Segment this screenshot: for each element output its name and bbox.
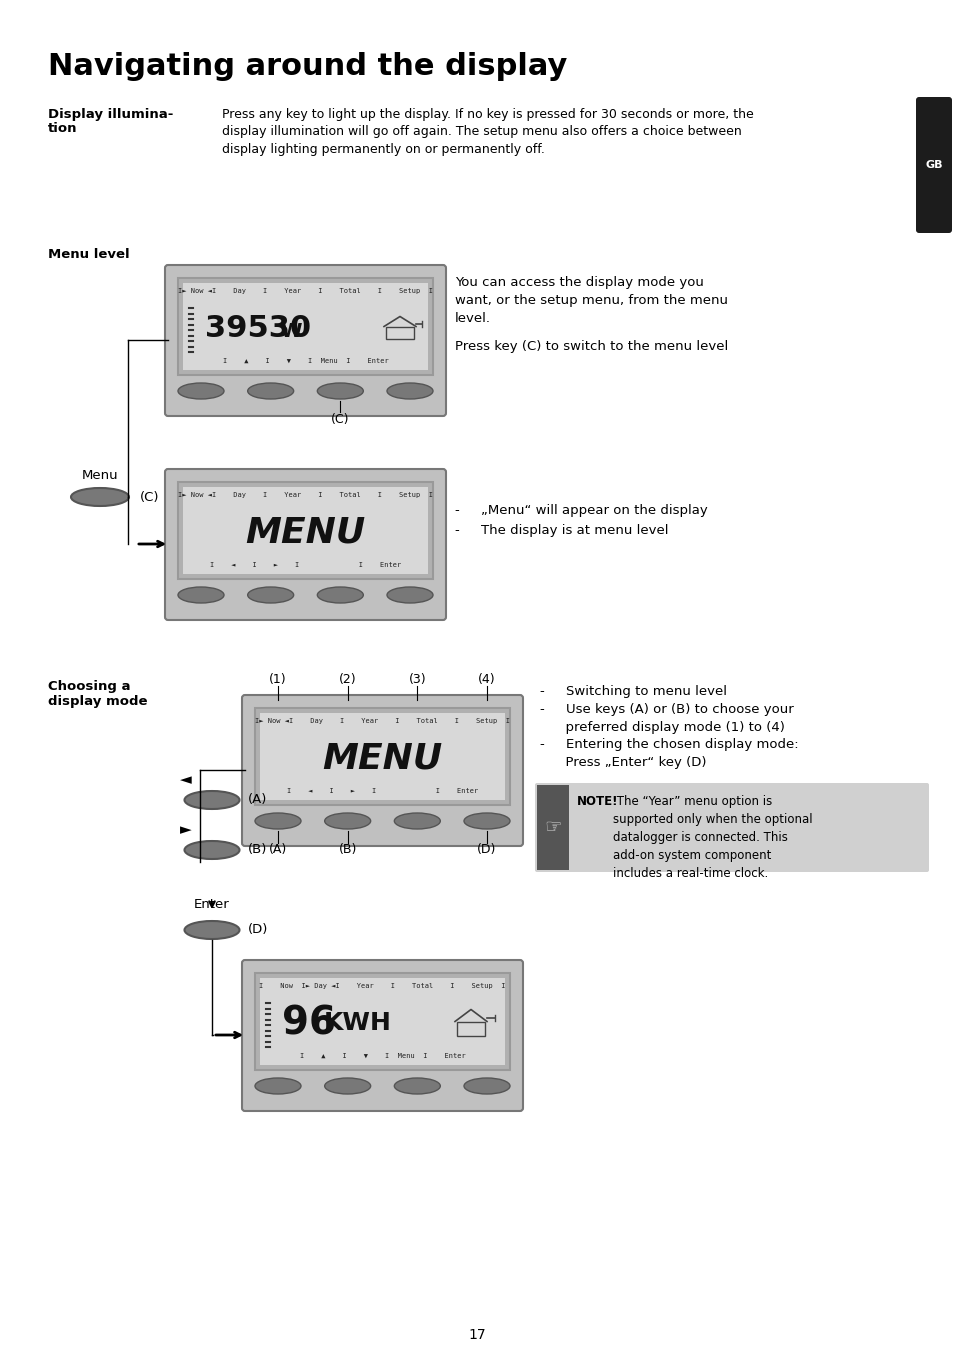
Bar — [386, 327, 414, 339]
Text: I► Now ◄I    Day    I    Year    I    Total    I    Setup  I: I► Now ◄I Day I Year I Total I Setup I — [178, 288, 433, 295]
Ellipse shape — [317, 382, 363, 399]
Text: I► Now ◄I    Day    I    Year    I    Total    I    Setup  I: I► Now ◄I Day I Year I Total I Setup I — [178, 492, 433, 499]
Ellipse shape — [324, 1078, 371, 1094]
Bar — [260, 713, 504, 800]
Bar — [254, 708, 510, 805]
Text: I    ▲    I    ▼    I  Menu  I    Enter: I ▲ I ▼ I Menu I Enter — [222, 358, 388, 363]
Text: MENU: MENU — [322, 742, 442, 775]
Ellipse shape — [178, 586, 224, 603]
Bar — [178, 278, 433, 376]
FancyBboxPatch shape — [165, 265, 446, 416]
Ellipse shape — [317, 586, 363, 603]
Text: (2): (2) — [338, 673, 356, 686]
Text: (B): (B) — [338, 843, 356, 857]
Text: I    ◄    I    ►    I              I    Enter: I ◄ I ► I I Enter — [210, 562, 400, 567]
Bar — [178, 482, 433, 580]
Text: Menu level: Menu level — [48, 249, 130, 261]
Bar — [537, 785, 568, 870]
Text: I► Now ◄I    Day    I    Year    I    Total    I    Setup  I: I► Now ◄I Day I Year I Total I Setup I — [254, 717, 510, 724]
Text: (D): (D) — [476, 843, 497, 857]
Text: display mode: display mode — [48, 694, 148, 708]
Text: NOTE!: NOTE! — [577, 794, 618, 808]
FancyBboxPatch shape — [535, 784, 928, 871]
Text: (A): (A) — [248, 793, 267, 807]
Ellipse shape — [387, 382, 433, 399]
Text: ☞: ☞ — [543, 817, 561, 838]
Text: You can access the display mode you
want, or the setup menu, from the menu
level: You can access the display mode you want… — [455, 276, 727, 326]
FancyBboxPatch shape — [915, 97, 951, 232]
Text: -     Entering the chosen display mode:
      Press „Enter“ key (D): - Entering the chosen display mode: Pres… — [539, 738, 798, 769]
Ellipse shape — [387, 586, 433, 603]
Text: I    ◄    I    ►    I              I    Enter: I ◄ I ► I I Enter — [287, 788, 477, 794]
Text: W: W — [280, 322, 301, 340]
FancyBboxPatch shape — [242, 694, 522, 846]
Text: I    Now  I► Day ◄I    Year    I    Total    I    Setup  I: I Now I► Day ◄I Year I Total I Setup I — [259, 984, 505, 989]
Text: (C): (C) — [331, 413, 349, 426]
Text: 96: 96 — [282, 1005, 335, 1043]
Ellipse shape — [248, 382, 294, 399]
Text: (A): (A) — [269, 843, 287, 857]
Text: -     Switching to menu level: - Switching to menu level — [539, 685, 726, 698]
Ellipse shape — [184, 842, 239, 859]
Ellipse shape — [184, 921, 239, 939]
Bar — [183, 282, 428, 370]
Text: Menu: Menu — [82, 469, 118, 482]
Ellipse shape — [463, 813, 510, 830]
Text: Press key (C) to switch to the menu level: Press key (C) to switch to the menu leve… — [455, 340, 727, 353]
Text: ►: ► — [180, 823, 192, 838]
Bar — [456, 1021, 484, 1035]
Text: Press any key to light up the display. If no key is pressed for 30 seconds or mo: Press any key to light up the display. I… — [222, 108, 753, 155]
Ellipse shape — [71, 488, 129, 507]
Ellipse shape — [184, 790, 239, 809]
Bar — [183, 486, 428, 574]
FancyBboxPatch shape — [165, 469, 446, 620]
Text: (D): (D) — [248, 924, 268, 936]
Text: (3): (3) — [408, 673, 426, 686]
Text: Display illumina-: Display illumina- — [48, 108, 173, 122]
Text: Enter: Enter — [193, 898, 230, 911]
Text: -     Use keys (A) or (B) to choose your
      preferred display mode (1) to (4): - Use keys (A) or (B) to choose your pre… — [539, 703, 793, 734]
Text: (1): (1) — [269, 673, 287, 686]
Ellipse shape — [254, 813, 301, 830]
Text: (4): (4) — [477, 673, 496, 686]
FancyBboxPatch shape — [242, 961, 522, 1111]
Text: GB: GB — [924, 159, 942, 170]
Ellipse shape — [254, 1078, 301, 1094]
Text: 39530: 39530 — [205, 313, 311, 343]
Bar — [254, 973, 510, 1070]
Ellipse shape — [178, 382, 224, 399]
Text: (C): (C) — [140, 490, 159, 504]
Text: I    ▲    I    ▼    I  Menu  I    Enter: I ▲ I ▼ I Menu I Enter — [299, 1052, 465, 1059]
Ellipse shape — [324, 813, 371, 830]
Text: tion: tion — [48, 122, 77, 135]
Text: Navigating around the display: Navigating around the display — [48, 51, 567, 81]
Ellipse shape — [463, 1078, 510, 1094]
Text: -     The display is at menu level: - The display is at menu level — [455, 524, 668, 536]
Text: MENU: MENU — [245, 516, 365, 550]
Text: (B): (B) — [248, 843, 267, 857]
Text: -     „Menu“ will appear on the display: - „Menu“ will appear on the display — [455, 504, 707, 517]
Text: The “Year” menu option is
supported only when the optional
datalogger is connect: The “Year” menu option is supported only… — [613, 794, 812, 880]
Text: 17: 17 — [468, 1328, 485, 1342]
Ellipse shape — [248, 586, 294, 603]
Text: Choosing a: Choosing a — [48, 680, 131, 693]
Text: ◄: ◄ — [180, 773, 192, 788]
Ellipse shape — [394, 1078, 440, 1094]
Ellipse shape — [394, 813, 440, 830]
Bar — [260, 978, 504, 1065]
Text: KWH: KWH — [324, 1012, 392, 1035]
